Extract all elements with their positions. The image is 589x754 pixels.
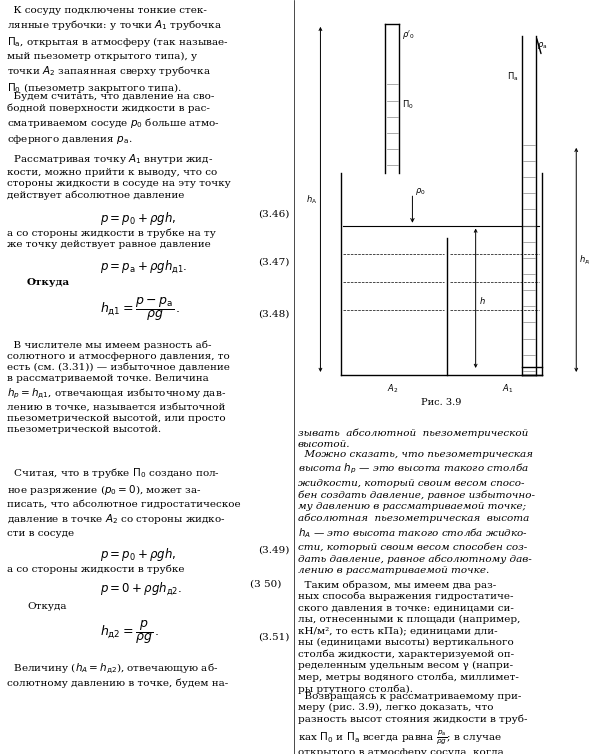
Text: а со стороны жидкости в трубке: а со стороны жидкости в трубке (7, 564, 184, 574)
Text: Возвращаясь к рассматриваемому при-
меру (рис. 3.9), легко доказать, что
разност: Возвращаясь к рассматриваемому при- меру… (298, 692, 528, 754)
Text: $\Pi_{\text{а}}$: $\Pi_{\text{а}}$ (507, 70, 519, 83)
Text: Откуда: Откуда (27, 278, 70, 287)
Text: $\Pi_0$: $\Pi_0$ (402, 98, 414, 111)
Text: $h_{\text{д}1} = \dfrac{p - p_\text{а}}{\rho g}\,.$: $h_{\text{д}1} = \dfrac{p - p_\text{а}}{… (100, 295, 180, 323)
Text: а со стороны жидкости в трубке на ту
же точку действует равное давление: а со стороны жидкости в трубке на ту же … (7, 228, 216, 249)
Text: $p = p_0 + \rho g h,$: $p = p_0 + \rho g h,$ (100, 546, 176, 563)
Text: Рис. 3.9: Рис. 3.9 (421, 398, 461, 407)
Text: $p = p_\text{а} + \rho g h_{\text{д}1}.$: $p = p_\text{а} + \rho g h_{\text{д}1}.$ (100, 258, 187, 275)
Text: В числителе мы имеем разность аб-
солютного и атмосферного давления, то
есть (см: В числителе мы имеем разность аб- солютн… (7, 340, 230, 434)
Text: $A_1$: $A_1$ (502, 383, 513, 395)
Text: $h$: $h$ (478, 295, 485, 306)
Text: $h_{\text{А}}$: $h_{\text{А}}$ (306, 193, 317, 206)
Text: $h_{\text{д}}$: $h_{\text{д}}$ (579, 253, 589, 266)
Text: К сосуду подключены тонкие стек-
лянные трубочки: у точки $A_1$ трубочка
$\Pi_\t: К сосуду подключены тонкие стек- лянные … (7, 6, 229, 95)
Text: $\rho_0$: $\rho_0$ (415, 186, 426, 198)
Text: (3.46): (3.46) (258, 210, 289, 219)
Text: зывать  абсолютной  пьезометрической
высотой.: зывать абсолютной пьезометрической высот… (298, 428, 528, 449)
Text: Величину ($h_A = h_{\text{д}2}$), отвечающую аб-
солютному давлению в точке, буд: Величину ($h_A = h_{\text{д}2}$), отвеча… (7, 662, 229, 688)
Text: Таким образом, мы имеем два раз-
ных способа выражения гидростатиче-
ского давле: Таким образом, мы имеем два раз- ных спо… (298, 580, 520, 694)
Text: (3.48): (3.48) (258, 310, 289, 319)
Text: Рассматривая точку $A_1$ внутри жид-
кости, можно прийти к выводу, что со
сторон: Рассматривая точку $A_1$ внутри жид- кос… (7, 152, 231, 201)
Text: $p = p_0 + \rho g h,$: $p = p_0 + \rho g h,$ (100, 210, 176, 227)
Text: Откуда: Откуда (27, 602, 67, 611)
Text: (3 50): (3 50) (250, 580, 282, 589)
Text: $A_2$: $A_2$ (386, 383, 398, 395)
Text: $p = 0 + \rho g h_{\text{д}2}.$: $p = 0 + \rho g h_{\text{д}2}.$ (100, 580, 182, 597)
Text: $h_{\text{д}2} = \dfrac{p}{\rho g}\,.$: $h_{\text{д}2} = \dfrac{p}{\rho g}\,.$ (100, 618, 159, 646)
Text: (3.49): (3.49) (258, 546, 289, 555)
Text: $\rho'_0$: $\rho'_0$ (402, 28, 415, 41)
Text: Считая, что в трубке $\Pi_0$ создано пол-
ное разряжение ($p_0 = 0$), может за-
: Считая, что в трубке $\Pi_0$ создано пол… (7, 466, 241, 538)
Text: Можно сказать, что пьезометрическая
высота $h_p$ — это высота такого столба
жидк: Можно сказать, что пьезометрическая высо… (298, 450, 535, 575)
Text: (3.47): (3.47) (258, 258, 289, 267)
Text: Будем считать, что давление на сво-
бодной поверхности жидкости в рас-
сматривае: Будем считать, что давление на сво- бодн… (7, 92, 220, 146)
Text: (3.51): (3.51) (258, 633, 289, 642)
Text: $\rho_{\text{а}}$: $\rho_{\text{а}}$ (537, 40, 548, 51)
